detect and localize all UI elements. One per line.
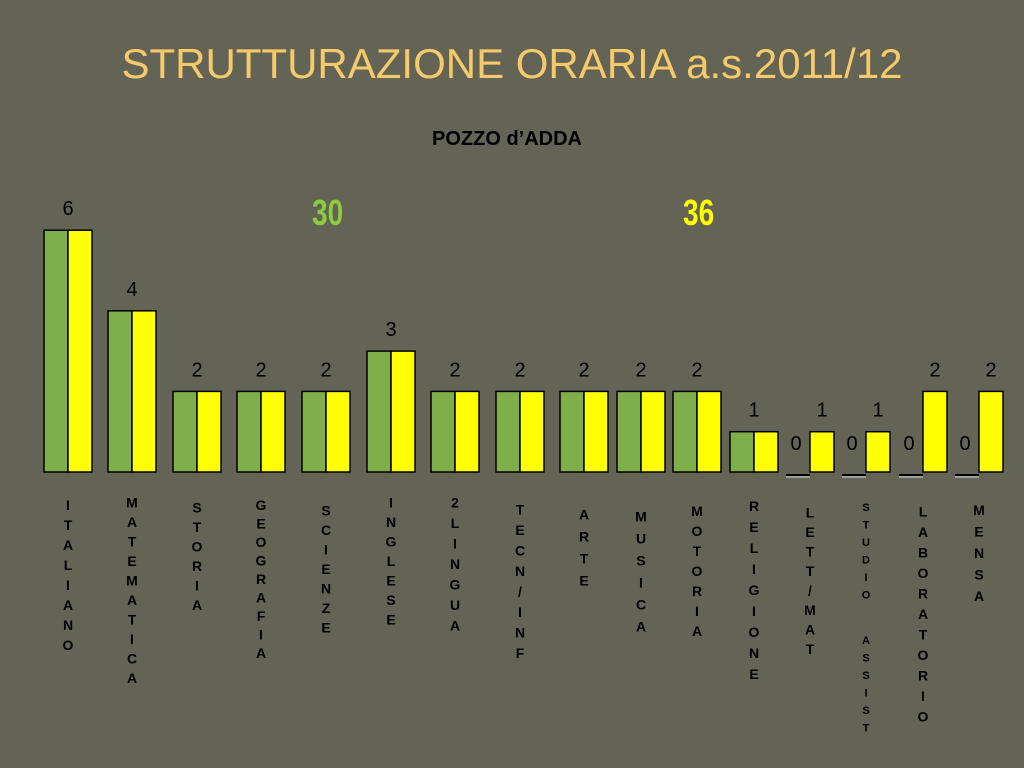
bar-series-a: [672, 390, 698, 473]
bar-series-b: [390, 350, 416, 473]
value-label: 6: [62, 198, 73, 220]
bar-series-b: [583, 390, 609, 473]
bar-series-b: [260, 390, 286, 473]
bar-series-b: [753, 430, 779, 473]
value-label: 1: [872, 400, 883, 422]
bar-series-b: [325, 390, 351, 473]
bar-series-b: [865, 430, 891, 473]
value-label: 2: [578, 359, 589, 381]
value-label: 2: [985, 359, 996, 381]
value-label: 1: [748, 400, 759, 422]
bar-series-b: [809, 430, 835, 473]
bar-series-b: [454, 390, 480, 473]
chart-title: STRUTTURAZIONE ORARIA a.s.2011/12: [121, 40, 903, 87]
zero-value-label: 0: [959, 433, 970, 455]
bar-series-a: [729, 430, 755, 473]
category-label: T E C N / I N F: [515, 501, 525, 661]
value-label: 4: [126, 279, 137, 301]
chart-subtitle: POZZO d’ADDA: [432, 128, 582, 150]
bar-series-a: [236, 390, 262, 473]
total-label-b: 36: [683, 192, 715, 233]
value-label: 2: [635, 359, 646, 381]
bar-series-a: [616, 390, 642, 473]
bar-series-b: [67, 229, 93, 473]
bar-series-a: [43, 229, 69, 473]
bar-series-a: [430, 390, 456, 473]
bar-series-a: [301, 390, 327, 473]
bar-series-b: [196, 390, 222, 473]
value-label: 1: [816, 400, 827, 422]
bar-series-b: [696, 390, 722, 473]
bar-series-a: [495, 390, 521, 473]
zero-value-label: 0: [903, 433, 914, 455]
bar-series-a: [172, 390, 198, 473]
value-label: 3: [385, 319, 396, 341]
value-label: 2: [255, 359, 266, 381]
value-label: 2: [691, 359, 702, 381]
value-label: 2: [514, 359, 525, 381]
bar-series-b: [922, 390, 948, 473]
zero-value-label: 0: [846, 433, 857, 455]
bar-series-a: [559, 390, 585, 473]
bar-series-b: [978, 390, 1004, 473]
bar-series-a: [107, 310, 133, 473]
bar-series-b: [131, 310, 157, 473]
category-label: L E T T / M A T: [804, 505, 816, 658]
value-label: 2: [449, 359, 460, 381]
bar-series-b: [640, 390, 666, 473]
zero-value-label: 0: [790, 433, 801, 455]
total-label-a: 30: [312, 192, 344, 233]
bar-series-a: [366, 350, 392, 473]
value-label: 2: [929, 359, 940, 381]
value-label: 2: [191, 359, 202, 381]
bar-series-b: [519, 390, 545, 473]
value-label: 2: [320, 359, 331, 381]
